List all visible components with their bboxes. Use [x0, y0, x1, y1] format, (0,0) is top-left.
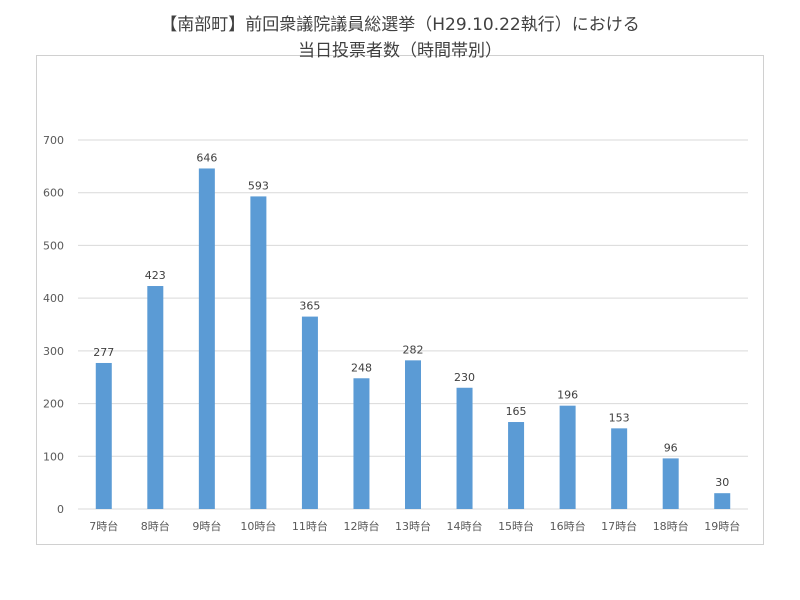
bar-10	[611, 428, 628, 509]
data-label-1: 423	[145, 269, 166, 282]
y-tick-label-7: 700	[43, 134, 64, 147]
bar-2	[198, 168, 215, 510]
x-tick-label-12: 19時台	[704, 519, 740, 533]
bar-4	[301, 316, 318, 509]
bar-5	[353, 378, 370, 509]
chart-title: 【南部町】前回衆議院議員総選挙（H29.10.22執行）における 当日投票者数（…	[0, 12, 800, 64]
y-axis-ticks: 0 100 200 300 400 500 600 700	[43, 134, 64, 516]
bar-11	[662, 458, 679, 509]
y-tick-label-0: 0	[57, 503, 64, 516]
data-label-8: 165	[506, 405, 527, 418]
data-label-0: 277	[93, 346, 114, 359]
chart-title-line-1: 【南部町】前回衆議院議員総選挙（H29.10.22執行）における	[160, 15, 640, 35]
bar-9	[559, 405, 576, 509]
x-tick-label-5: 12時台	[343, 519, 379, 533]
bar-7	[456, 387, 473, 509]
y-tick-label-1: 100	[43, 450, 64, 463]
data-label-5: 248	[351, 361, 372, 374]
bars	[95, 168, 731, 510]
data-label-10: 153	[609, 411, 630, 424]
bar-6	[405, 360, 421, 509]
x-tick-label-1: 8時台	[141, 519, 170, 533]
data-label-11: 96	[664, 441, 678, 454]
bar-8	[508, 422, 525, 509]
x-tick-label-3: 10時台	[240, 519, 276, 533]
x-tick-label-4: 11時台	[292, 519, 328, 533]
x-tick-label-6: 13時台	[395, 519, 431, 533]
data-label-12: 30	[715, 476, 729, 489]
data-label-2: 646	[196, 151, 217, 164]
x-tick-label-8: 15時台	[498, 519, 534, 533]
y-tick-label-5: 500	[43, 239, 64, 252]
y-tick-label-4: 400	[43, 292, 64, 305]
x-tick-label-7: 14時台	[447, 519, 483, 533]
chart-title-line-2: 当日投票者数（時間帯別）	[298, 41, 502, 61]
x-tick-label-9: 16時台	[550, 519, 586, 533]
data-label-7: 230	[454, 371, 475, 384]
y-tick-label-3: 300	[43, 345, 64, 358]
x-tick-label-10: 17時台	[601, 519, 637, 533]
x-axis-ticks: 7時台 8時台 9時台 10時台 11時台 12時台 13時台 14時台 15時台 16時台 17時…	[89, 519, 740, 533]
data-label-3: 593	[248, 179, 269, 192]
data-label-4: 365	[299, 300, 320, 313]
data-label-6: 282	[403, 343, 424, 356]
x-tick-label-0: 7時台	[89, 519, 118, 533]
bar-1	[147, 286, 164, 509]
bar-0	[95, 362, 112, 509]
x-tick-label-11: 18時台	[653, 519, 689, 533]
y-tick-label-2: 200	[43, 398, 64, 411]
y-tick-label-6: 600	[43, 187, 64, 200]
bar-12	[714, 493, 731, 509]
data-label-9: 196	[557, 389, 578, 402]
bar-3	[250, 196, 267, 509]
data-labels: 277 423 646 593 365 248 282 230 165 196 153 96 30	[93, 151, 729, 489]
x-tick-label-2: 9時台	[192, 519, 221, 533]
